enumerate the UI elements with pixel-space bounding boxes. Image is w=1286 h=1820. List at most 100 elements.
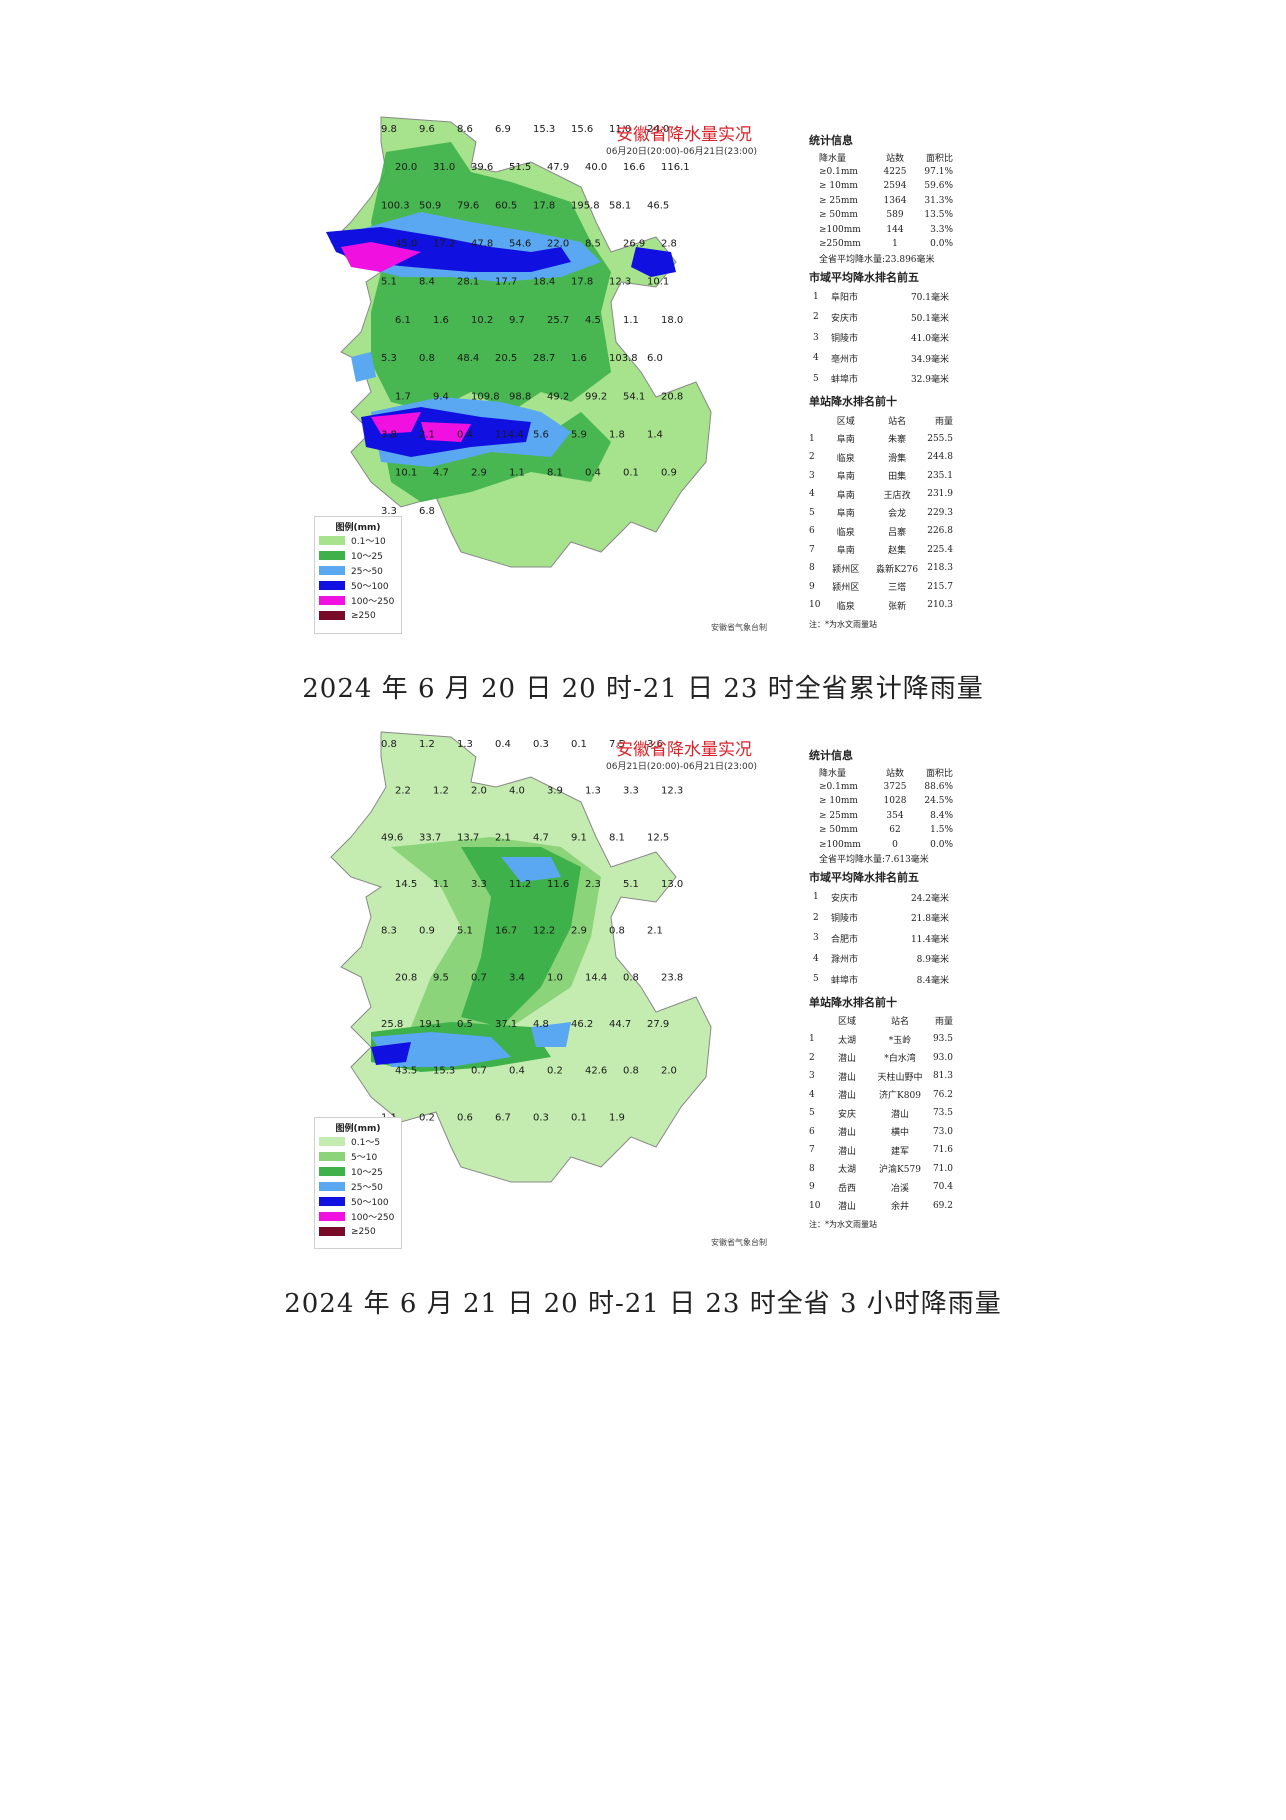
station-value-label: 0.5 [457,1019,473,1030]
station-rank-row: 3 阜南 田集 235.1 [809,467,969,486]
stats-sidebar: 统计信息 降水量 站数 面积比 ≥0.1mm 3725 88.6% ≥ 10mm 1028 24… [809,747,969,1230]
stats-cell: ≥100mm [819,224,861,235]
station-value-label: 99.2 [585,391,607,402]
station-rank-cell: *玉岭 [888,1035,912,1046]
station-value-label: 11.0 [609,124,631,135]
station-rank-cell: 王店孜 [883,490,911,501]
station-rank-cell: 9 [809,581,815,592]
station-value-label: 114.4 [495,429,524,440]
station-value-label: 12.3 [661,786,683,797]
city-rank-cell: 1 [813,291,819,302]
station-rank-cell: 4 [809,1089,815,1100]
city-rank-cell: 5 [813,974,819,985]
stats-sidebar: 统计信息 降水量 站数 面积比 ≥0.1mm 4225 97.1% ≥ 10mm 2594 59… [809,132,969,630]
station-value-label: 8.5 [585,239,601,250]
station-value-label: 0.6 [457,1112,473,1123]
stats-row: ≥250mm 1 0.0% [809,237,969,252]
city-rank-cell: 3 [813,933,819,944]
station-value-label: 27.9 [647,1019,669,1030]
station-value-label: 3.4 [509,972,525,983]
station-value-label: 3.3 [623,786,639,797]
station-rank-cell: 73.0 [932,1126,953,1137]
station-rank-cell: 93.0 [932,1052,953,1063]
legend-label: 50～100 [351,1198,389,1208]
station-value-label: 3.8 [381,429,397,440]
station-rank-row: 5 安庆 潜山 73.5 [809,1104,969,1123]
station-rank-cell: 安庆 [837,1109,856,1120]
legend-swatch [319,1227,345,1236]
station-value-label: 9.5 [433,972,449,983]
station-value-label: 2.0 [661,1066,677,1077]
station-value-label: 0.7 [471,1066,487,1077]
stats-cell: 1028 [883,796,907,807]
station-value-label: 98.8 [509,391,531,402]
station-value-label: 54.6 [509,239,531,250]
station-rank-row: 10 临泉 张新 210.3 [809,596,969,615]
station-value-label: 6.0 [647,353,663,364]
legend-row: 50～100 [315,1194,401,1209]
station-rank-cell: 横中 [890,1128,909,1139]
station-rank-row: 7 阜南 赵集 225.4 [809,541,969,560]
station-value-label: 39.6 [471,162,493,173]
figure-caption-1: 2024 年 6 月 20 日 20 时-21 日 23 时全省累计降雨量 [302,674,984,704]
station-value-label: 46.2 [571,1019,593,1030]
station-rank-cell: 231.9 [927,489,953,500]
city-rank-row: 2 铜陵市 21.8毫米 [809,908,969,929]
city-rank-cell: 铜陵市 [831,334,859,345]
station-rank-cell: 9 [809,1182,815,1193]
station-rank-cell: 1 [809,433,815,444]
station-rank-cell: 81.3 [932,1071,953,1082]
station-value-label: 24.0 [647,124,669,135]
station-value-label: 2.8 [661,239,677,250]
station-value-label: 1.6 [571,353,587,364]
station-value-label: 15.6 [571,124,593,135]
station-value-label: 25.7 [547,315,569,326]
station-header: 区域 [837,1017,856,1028]
station-value-label: 51.5 [509,162,531,173]
legend-swatch [319,566,345,575]
city-rank-cell: 2 [813,912,819,923]
stats-cell: ≥ 50mm [819,825,858,836]
station-value-label: 2.1 [647,926,663,937]
station-rank-cell: 阜南 [836,490,855,501]
city-rank-cell: 5 [813,373,819,384]
station-value-label: 22.0 [547,239,569,250]
province-average: 全省平均降水量:23.896毫米 [819,254,935,265]
stats-cell: ≥ 25mm [819,195,858,206]
city-rank-cell: 合肥市 [831,934,859,945]
station-value-label: 0.8 [381,739,397,750]
station-rank-cell: 滑集 [888,453,907,464]
legend-label: 25～50 [351,1183,383,1193]
city-rank-cell: 亳州市 [831,354,859,365]
station-rank-row: 10 潜山 余井 69.2 [809,1197,969,1216]
station-header: 区域 [836,416,855,427]
station-value-label: 14.4 [585,972,607,983]
station-value-label: 15.3 [533,124,555,135]
station-value-label: 11.2 [509,879,531,890]
city-rank-cell: 41.0毫米 [910,334,949,345]
legend-swatch [319,1167,345,1176]
station-value-label: 2.9 [471,468,487,479]
station-rank-row: 1 太湖 *玉岭 93.5 [809,1030,969,1049]
legend-swatch [319,551,345,560]
station-value-label: 33.7 [419,832,441,843]
anhui-rainfall-map: 0.8 1.2 1.3 0.4 0.3 0.1 7.5 3.6 2.2 1.2 2.0 4.0 3.9 1… [330,731,712,1183]
station-value-label: 14.5 [395,879,417,890]
stats-cell: ≥ 50mm [819,210,858,221]
station-value-label: 20.8 [661,391,683,402]
legend-row: ≥250 [315,1224,401,1239]
stats-cell: ≥0.1mm [819,166,858,177]
station-value-label: 37.1 [495,1019,517,1030]
legend-row: 25～50 [315,1179,401,1194]
station-value-label: 6.8 [419,506,435,517]
rainfall-map-panel-cumulative: 9.8 9.6 8.6 6.9 15.3 15.6 11.0 24.0 20.0 31.0 39.6… [311,112,973,640]
station-value-label: 20.8 [395,972,417,983]
legend-row: 0.1～10 [315,533,401,548]
station-rank-cell: 天柱山野中 [877,1072,923,1083]
station-value-label: 1.0 [547,972,563,983]
stats-header: 降水量 [819,768,847,779]
station-rank-row: 4 阜南 王店孜 231.9 [809,485,969,504]
station-value-label: 1.3 [585,786,601,797]
station-value-label: 18.4 [533,277,555,288]
station-value-label: 2.3 [585,879,601,890]
